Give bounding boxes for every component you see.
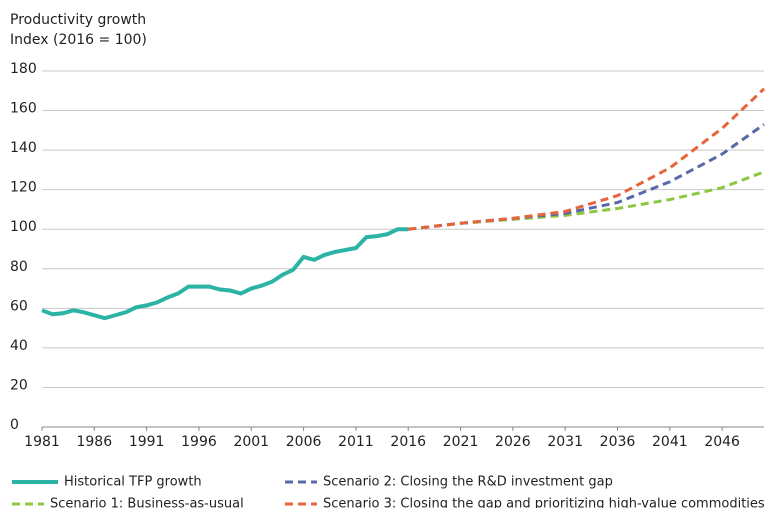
x-tick-label: 2041 xyxy=(652,434,688,450)
y-tick-label: 180 xyxy=(10,61,37,77)
legend-label: Historical TFP growth xyxy=(64,475,202,490)
x-tick-label: 2021 xyxy=(443,434,479,450)
legend: Historical TFP growth Scenario 1: Busines… xyxy=(12,475,765,508)
x-tick-label: 2011 xyxy=(338,434,374,450)
y-tick-label: 60 xyxy=(10,298,28,314)
legend-label: Scenario 3: Closing the gap and prioriti… xyxy=(323,497,765,508)
y-tick-label: 80 xyxy=(10,259,28,275)
x-tick-label: 1996 xyxy=(181,434,217,450)
x-tick-label: 1986 xyxy=(76,434,112,450)
y-tick-label: 40 xyxy=(10,338,28,354)
x-tick-label: 2036 xyxy=(600,434,636,450)
legend-label: Scenario 1: Business-as-usual xyxy=(50,497,244,508)
y-tick-label: 140 xyxy=(10,140,37,156)
x-tick-label: 1981 xyxy=(24,434,60,450)
y-tick-label: 0 xyxy=(10,417,19,433)
y-tick-label: 160 xyxy=(10,101,37,117)
x-tick-label: 1991 xyxy=(129,434,165,450)
x-tick-label: 2006 xyxy=(286,434,322,450)
x-tick-label: 2046 xyxy=(704,434,740,450)
chart-subtitle: Index (2016 = 100) xyxy=(10,32,147,48)
legend-label: Scenario 2: Closing the R&D investment g… xyxy=(323,475,613,490)
series-line xyxy=(408,87,766,231)
y-tick-label: 100 xyxy=(10,219,37,235)
x-tick-label: 2031 xyxy=(547,434,583,450)
series-line xyxy=(408,170,765,231)
x-tick-label: 2026 xyxy=(495,434,531,450)
x-tick-label: 2001 xyxy=(233,434,269,450)
series-line xyxy=(408,123,765,231)
x-tick-label: 2016 xyxy=(390,434,426,450)
y-tick-label: 120 xyxy=(10,180,37,196)
series-line xyxy=(41,227,409,321)
chart-title: Productivity growth xyxy=(10,12,146,28)
y-tick-label: 20 xyxy=(10,377,28,393)
